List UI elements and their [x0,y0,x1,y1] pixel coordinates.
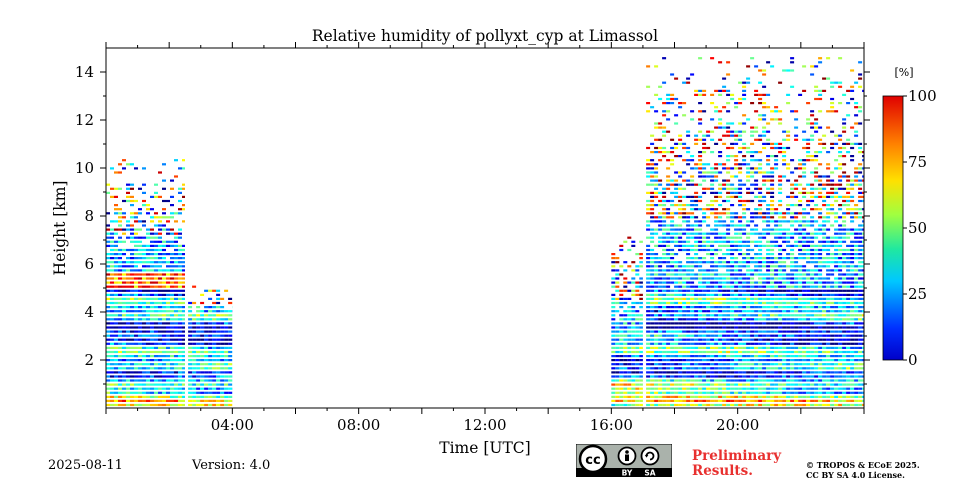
sa-label: SA [644,469,655,478]
preliminary-line-2: Results. [692,464,781,479]
x-tick-label: 04:00 [211,416,254,434]
x-tick-label: 08:00 [337,416,380,434]
cc-icon-text: cc [585,453,600,468]
x-tick-label: 12:00 [463,416,506,434]
sa-icon [642,448,659,465]
y-tick-label: 12 [75,111,94,129]
colorbar-tick-label: 25 [908,285,927,303]
x-tick-label: 16:00 [590,416,633,434]
cc-license-badge[interactable]: cc BY SA [576,444,672,477]
y-tick-label: 10 [75,159,94,177]
heatmap-segment [646,57,864,406]
colorbar-gradient [883,96,903,360]
copyright-line-2: CC BY SA 4.0 License. [806,470,920,480]
x-tick-label: 20:00 [716,416,759,434]
preliminary-notice: Preliminary Results. [692,449,781,479]
heatmap-segment [611,237,643,407]
x-axis: 04:00 08:00 12:00 16:00 20:00 [106,42,864,434]
copyright-notice: © TROPOS & ECoE 2025. CC BY SA 4.0 Licen… [806,460,920,480]
copyright-line-1: © TROPOS & ECoE 2025. [806,460,920,470]
preliminary-line-1: Preliminary [692,449,781,464]
colorbar: [%] 0 25 50 75 100 [883,66,937,369]
y-tick-label: 8 [84,207,94,225]
y-tick-label: 6 [84,255,94,273]
colorbar-tick-label: 75 [908,153,927,171]
y-tick-label: 14 [75,63,94,81]
y-tick-label: 4 [84,303,94,321]
colorbar-tick-label: 50 [908,219,927,237]
heatmap-segment [106,159,185,406]
colorbar-tick-label: 100 [908,87,937,105]
by-label: BY [622,469,633,478]
colorbar-tick-label: 0 [908,351,918,369]
y-tick-label: 2 [84,351,94,369]
y-axis-label: Height [km] [51,181,69,276]
heatmap-segment [188,286,232,407]
footer-version: Version: 4.0 [192,458,270,473]
colorbar-unit: [%] [894,66,913,79]
heatmap-layer [106,57,864,406]
footer-date: 2025-08-11 [48,458,123,473]
x-axis-label: Time [UTC] [439,439,530,457]
